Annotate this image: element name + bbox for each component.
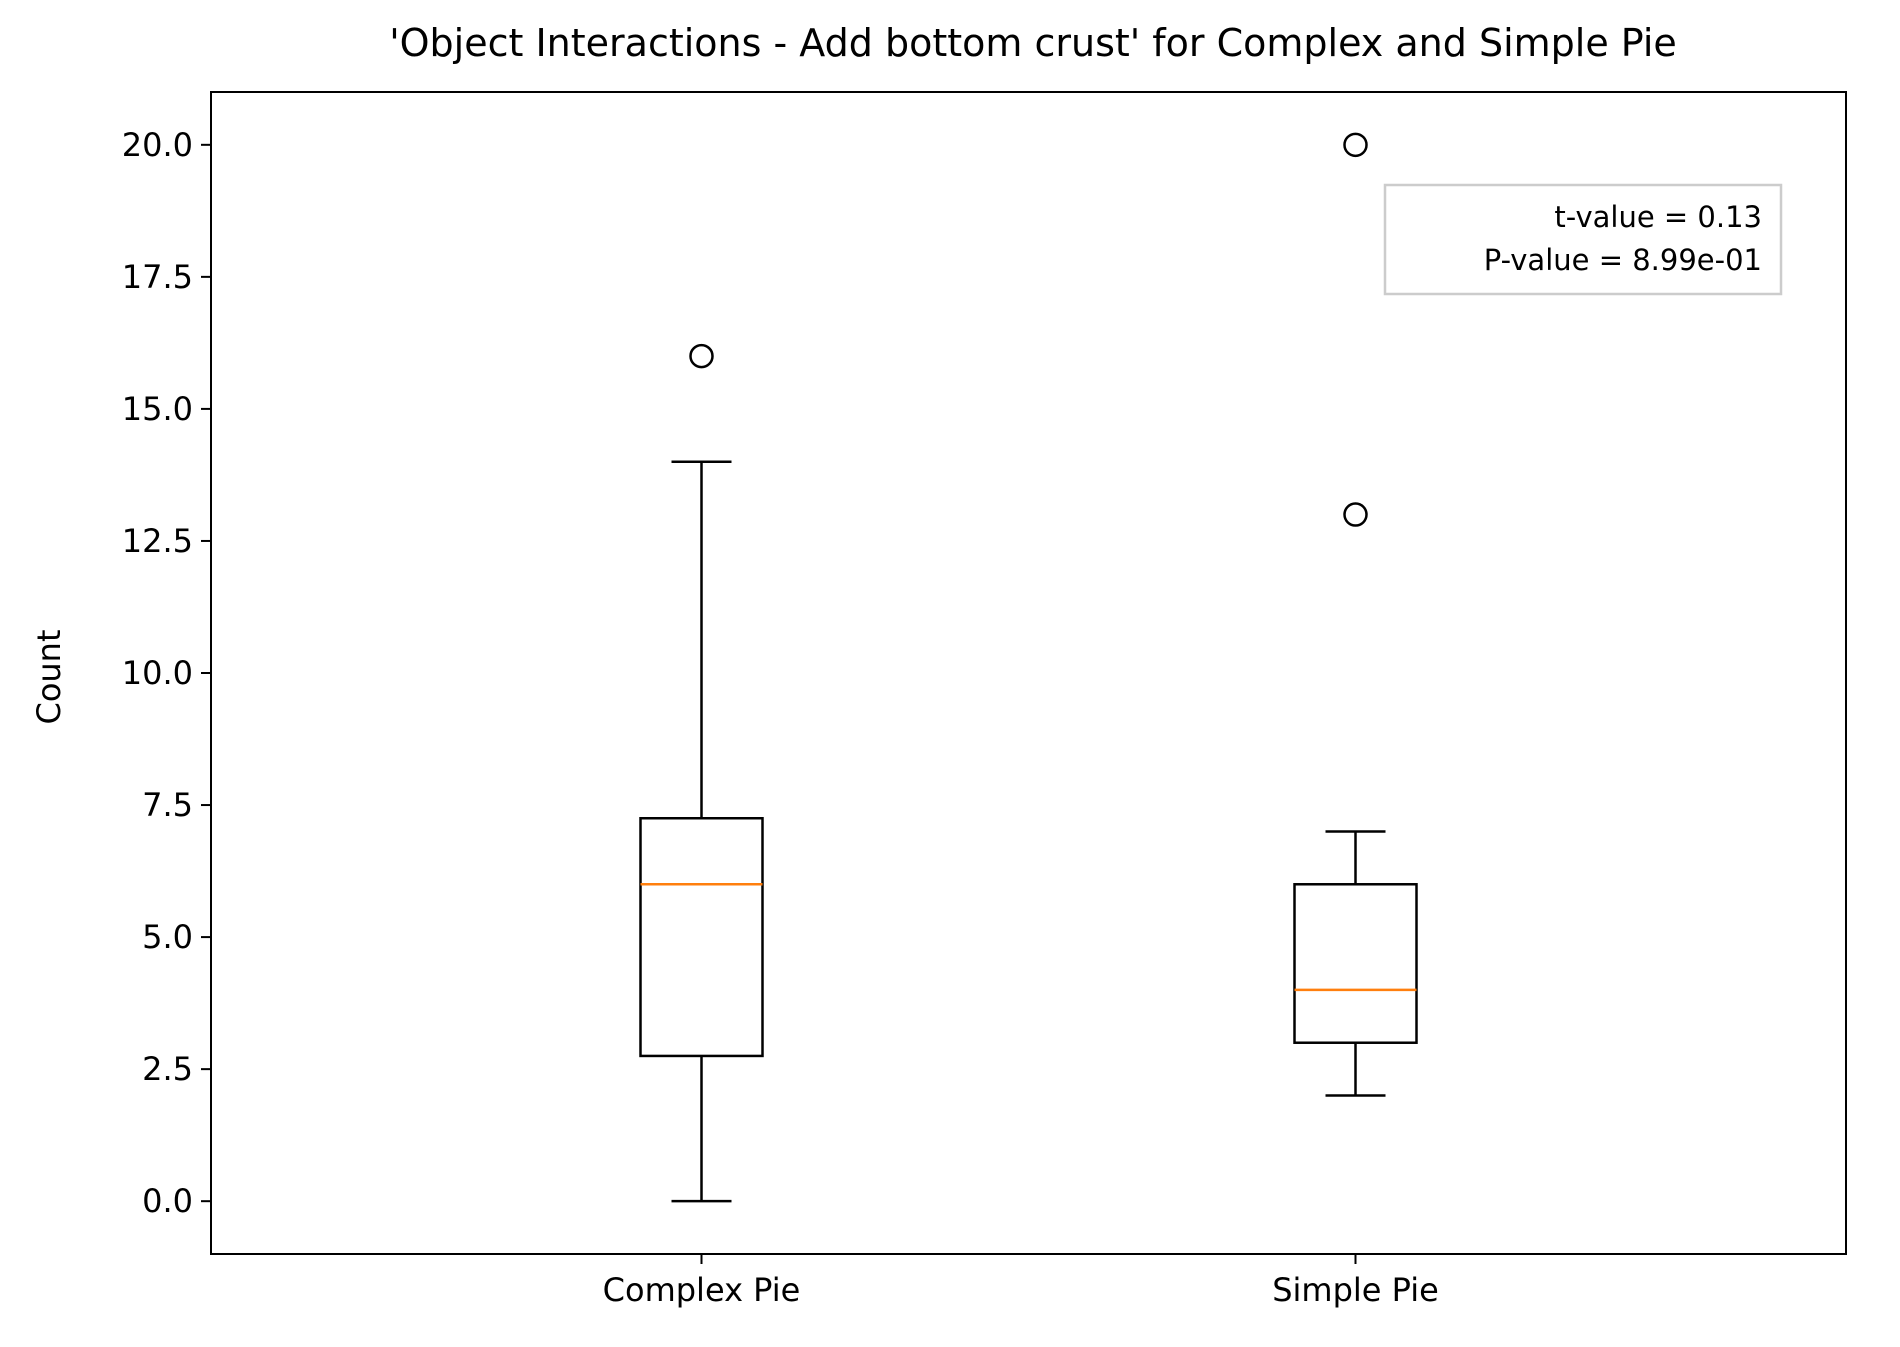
y-tick-label: 12.5 bbox=[122, 522, 193, 560]
x-tick-label: Complex Pie bbox=[603, 1271, 801, 1309]
annotation-frame bbox=[1383, 183, 1783, 296]
box-iqr bbox=[639, 817, 764, 1058]
plot-frame bbox=[210, 91, 1847, 1255]
y-tick-label: 20.0 bbox=[122, 126, 193, 164]
outlier-point bbox=[1343, 502, 1368, 527]
plot-area: 0.0 2.5 5.0 7.5 10.0 12.5 15.0 17.5 20.0 Complex … bbox=[122, 126, 1439, 1309]
box-iqr bbox=[1293, 883, 1418, 1044]
y-tick-label: 7.5 bbox=[142, 786, 193, 824]
y-tick-label: 5.0 bbox=[142, 918, 193, 956]
y-tick-label: 10.0 bbox=[122, 654, 193, 692]
y-axis-label: Count bbox=[30, 629, 68, 724]
y-tick-label: 0.0 bbox=[142, 1182, 193, 1220]
statistics-annotation: t-value = 0.13 P-value = 8.99e-01 bbox=[1383, 183, 1783, 296]
y-tick-label: 17.5 bbox=[122, 258, 193, 296]
y-tick-label: 2.5 bbox=[142, 1050, 193, 1088]
p-value-text: P-value = 8.99e-01 bbox=[1484, 243, 1762, 277]
outlier-point bbox=[1343, 132, 1368, 158]
chart-title: 'Object Interactions - Add bottom crust'… bbox=[389, 21, 1677, 65]
y-tick-label: 15.0 bbox=[122, 390, 193, 428]
t-value-text: t-value = 0.13 bbox=[1554, 200, 1762, 234]
outlier-point bbox=[689, 343, 714, 369]
x-tick-label: Simple Pie bbox=[1272, 1271, 1439, 1309]
